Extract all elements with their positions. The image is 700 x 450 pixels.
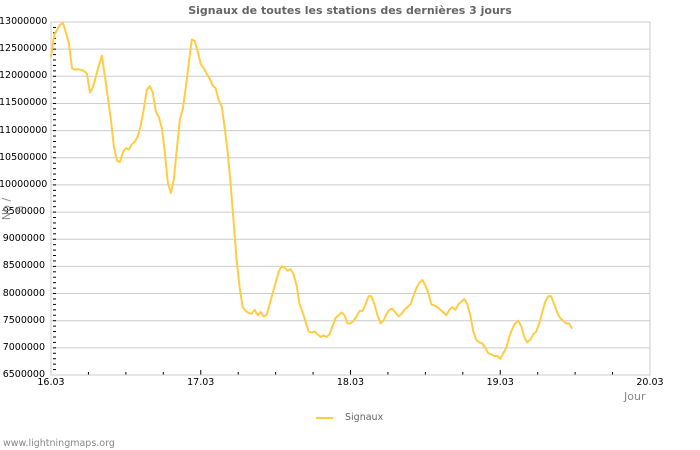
x-tick-label: 17.03 <box>187 377 215 388</box>
x-tick-label: 16.03 <box>37 377 65 388</box>
y-tick-label: 11500000 <box>0 97 48 109</box>
x-tick-label: 20.03 <box>636 377 664 388</box>
y-tick-label: 7000000 <box>2 341 45 353</box>
y-tick-label: 10000000 <box>0 178 48 190</box>
y-tick-label: 7500000 <box>2 314 45 326</box>
legend-label-signaux: Signaux <box>345 412 384 423</box>
y-tick-label: 9500000 <box>2 206 45 218</box>
y-tick-label: 9000000 <box>2 233 45 245</box>
chart-title: Signaux de toutes les stations des derni… <box>188 4 512 17</box>
y-axis-label: Nb / h <box>0 197 26 221</box>
x-tick-label: 18.03 <box>336 377 365 388</box>
y-tick-label: 12000000 <box>0 70 48 82</box>
y-tick-label: 6500000 <box>2 369 45 380</box>
x-axis-label: Jour <box>624 390 646 403</box>
x-ticks <box>50 370 651 375</box>
series-line-signaux <box>50 22 573 360</box>
footer-credit: www.lightningmaps.org <box>3 438 115 449</box>
y-tick-label: 12500000 <box>0 43 48 55</box>
grid-lines <box>51 21 650 376</box>
y-tick-label: 10500000 <box>0 151 48 163</box>
y-tick-label: 11000000 <box>0 124 48 136</box>
y-minor-ticks <box>53 21 56 376</box>
y-tick-label: 8500000 <box>2 260 45 272</box>
legend: Signaux <box>316 412 383 423</box>
legend-swatch-signaux <box>316 416 333 419</box>
plot-frame <box>50 21 651 376</box>
y-tick-label: 8000000 <box>2 287 45 299</box>
x-tick-label: 19.03 <box>486 377 514 388</box>
y-tick-label: 13000000 <box>0 16 48 27</box>
